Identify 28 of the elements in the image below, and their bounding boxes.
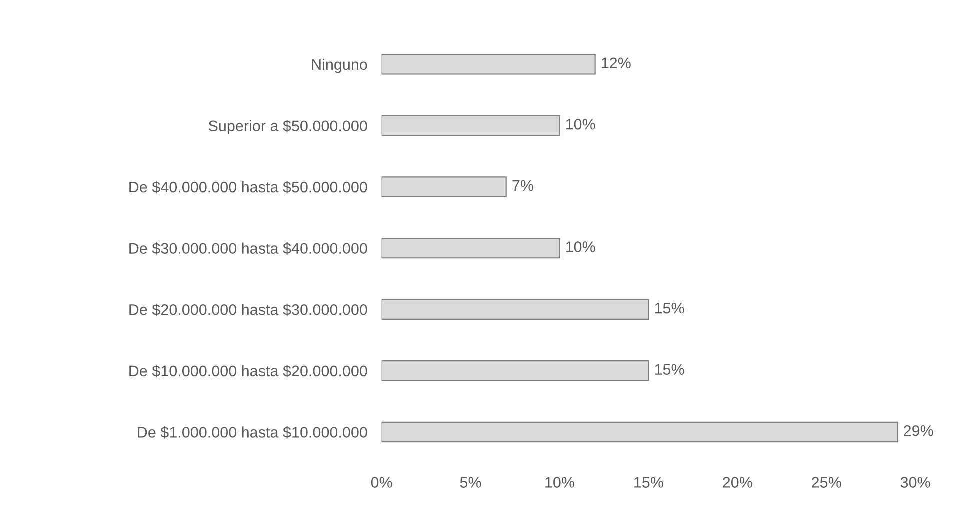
- x-tick-label: 0%: [371, 477, 392, 488]
- data-label: 7%: [512, 180, 534, 192]
- x-tick-label: 15%: [634, 477, 664, 488]
- x-tick-label: 10%: [546, 477, 574, 488]
- x-tick-label: 25%: [812, 477, 842, 488]
- x-tick-label: 5%: [460, 477, 482, 488]
- bar: [382, 115, 560, 136]
- bar: [382, 238, 560, 259]
- x-tick-label: 20%: [723, 477, 752, 488]
- data-label: 29%: [904, 425, 934, 436]
- y-tick-label: De $20.000.000 hasta $30.000.000: [130, 304, 368, 316]
- bar: [382, 54, 596, 75]
- data-label: 12%: [602, 58, 631, 68]
- y-tick-label: De $30.000.000 hasta $40.000.000: [130, 242, 368, 255]
- y-tick-label: De $10.000.000 hasta $20.000.000: [130, 365, 368, 378]
- y-tick-label: Ninguno: [312, 58, 368, 74]
- bar: [382, 422, 898, 443]
- bar: [382, 176, 507, 198]
- x-tick-label: 30%: [900, 477, 930, 488]
- data-label: 10%: [566, 119, 596, 130]
- y-tick-label: Superior a $50.000.000: [208, 120, 368, 135]
- data-label: 15%: [655, 302, 684, 314]
- y-tick-label: De $40.000.000 hasta $50.000.000: [130, 181, 368, 194]
- bar: [382, 299, 650, 320]
- bar: [382, 360, 650, 382]
- data-label: 15%: [655, 364, 684, 376]
- y-tick-label: De $1.000.000 hasta $10.000.000: [138, 426, 368, 439]
- data-label: 10%: [566, 242, 596, 252]
